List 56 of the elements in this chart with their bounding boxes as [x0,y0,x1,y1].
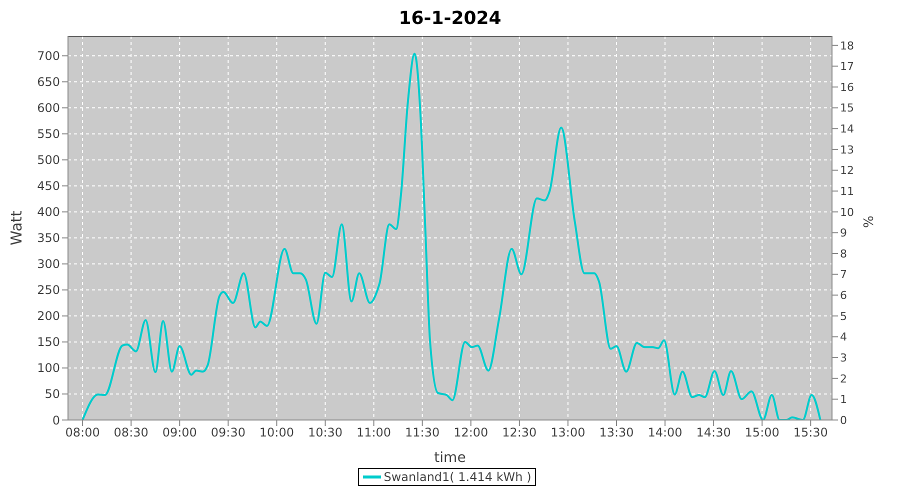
x-tick-label: 12:00 [454,426,488,440]
y2-tick-label: 8 [840,247,847,260]
x-tick-label: 08:00 [65,426,100,440]
y-tick-label: 0 [52,413,60,428]
x-tick-label: 09:00 [162,426,197,440]
x-tick-label: 13:30 [599,426,634,440]
y2-tick-label: 4 [840,330,847,344]
y2-tick-label: 0 [840,414,847,427]
y2-tick-label: 6 [840,289,847,302]
y-tick-label: 550 [37,127,60,142]
y2-axis-title: % [859,216,874,228]
y2-tick-label: 1 [840,393,847,406]
y-tick-label: 50 [44,387,60,402]
x-tick-label: 13:00 [550,426,586,440]
y-tick-label: 350 [37,231,60,246]
y-tick-label: 700 [37,49,60,64]
y-tick-label: 500 [37,153,60,168]
y2-tick-label: 11 [840,184,854,198]
x-tick-label: 12:30 [502,426,537,440]
x-tick-label: 08:30 [114,426,148,440]
x-tick-label: 11:30 [405,426,440,440]
x-axis-title: time [434,450,466,466]
y2-tick-label: 2 [840,372,847,386]
y2-tick-label: 15 [840,102,854,115]
y2-tick-label: 7 [840,268,847,282]
legend-label: Swanland1( 1.414 kWh ) [384,470,532,484]
x-tick-label: 15:30 [793,426,828,440]
y2-tick-label: 5 [840,310,847,323]
x-tick-label: 09:30 [210,426,246,440]
x-tick-label: 10:30 [308,426,343,440]
y-tick-label: 300 [37,257,60,272]
y2-tick-label: 16 [840,80,854,94]
x-tick-label: 14:00 [648,426,682,440]
y-tick-label: 650 [37,75,60,90]
chart-title: 16-1-2024 [398,8,502,31]
y-tick-label: 200 [37,309,60,324]
y-tick-label: 600 [37,101,60,116]
y-axis-title: Watt [7,210,26,246]
y-tick-label: 450 [37,179,60,194]
y2-tick-label: 17 [840,60,854,74]
y-tick-label: 100 [37,361,60,376]
x-tick-label: 14:30 [696,426,731,440]
x-tick-label: 15:00 [744,426,780,440]
x-tick-label: 11:00 [356,426,392,440]
y2-tick-label: 12 [840,164,854,178]
y-tick-label: 400 [37,205,60,220]
y2-tick-label: 14 [840,122,854,136]
y2-tick-label: 18 [840,39,854,52]
y2-tick-label: 3 [840,351,847,364]
line-series [82,52,822,420]
y-tick-label: 250 [37,283,60,298]
x-tick-label: 10:00 [259,426,294,440]
y2-tick-label: 9 [840,226,847,240]
y2-tick-label: 10 [840,206,854,219]
y2-tick-label: 13 [840,143,854,156]
y-tick-label: 150 [37,335,60,350]
